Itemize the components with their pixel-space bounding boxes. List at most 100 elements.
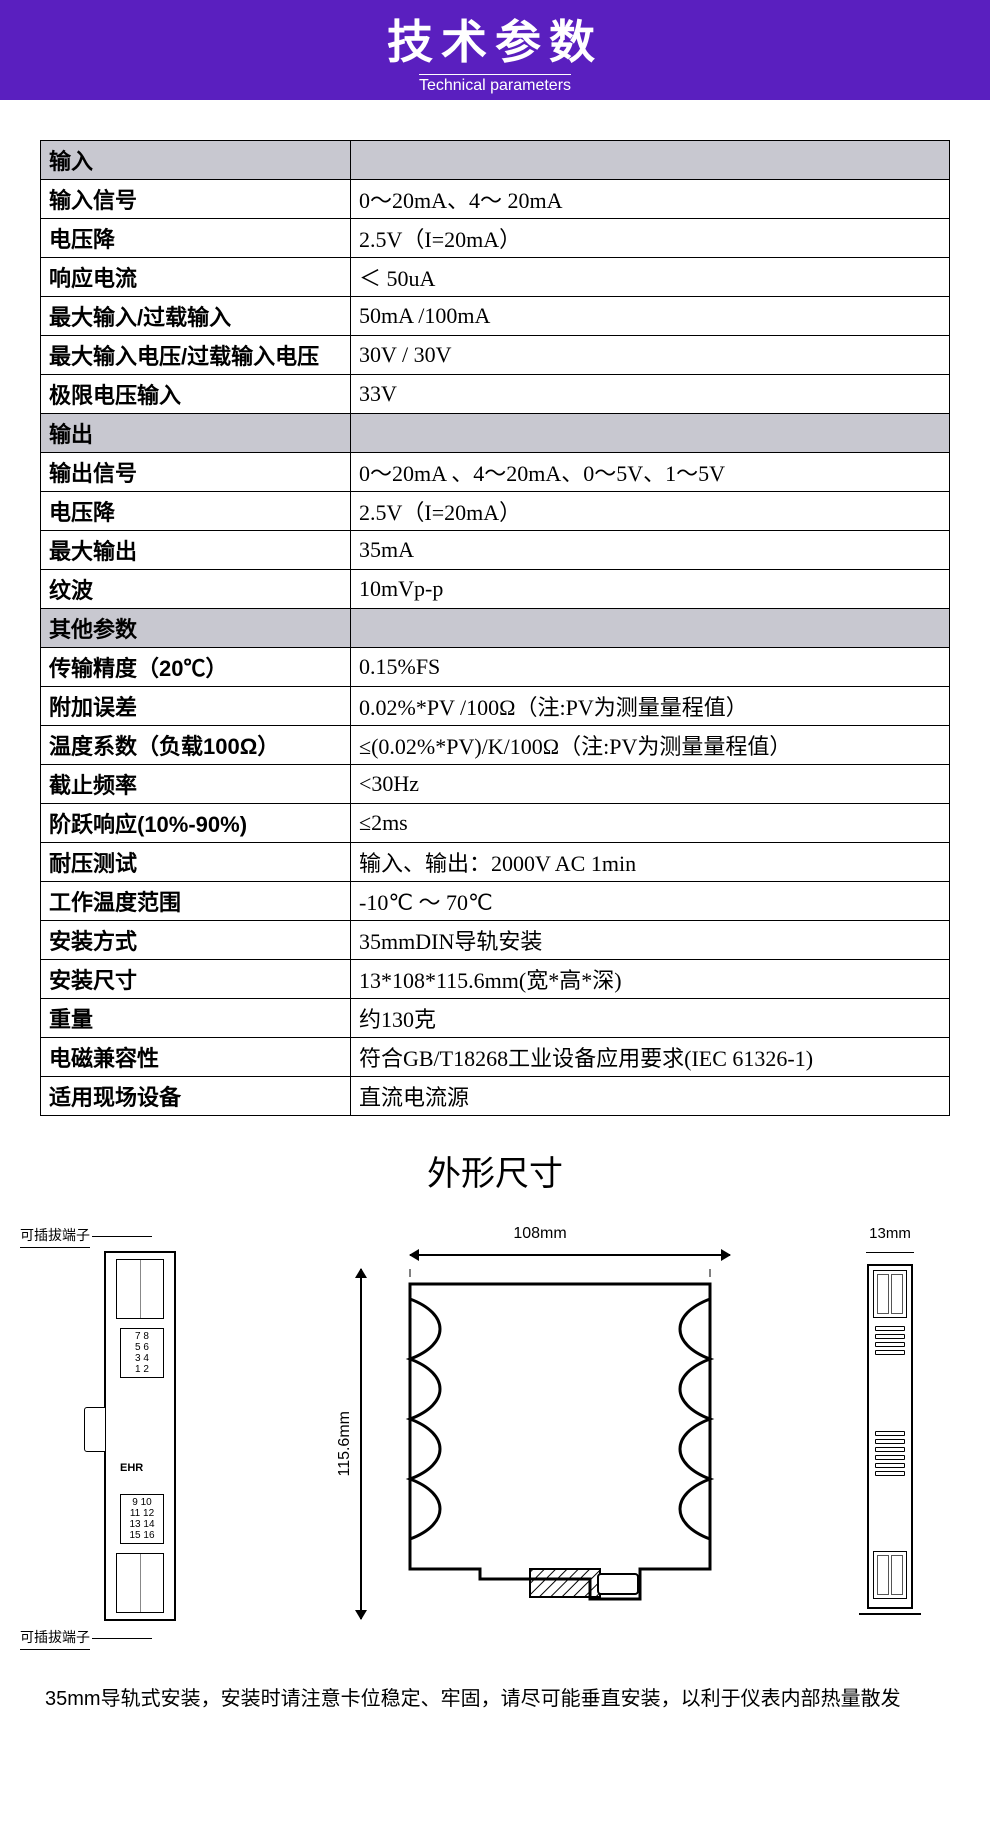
thin-vents-lower xyxy=(875,1431,905,1476)
table-value-cell: -10℃ ～ 70℃ xyxy=(351,882,950,921)
thin-vents-upper xyxy=(875,1326,905,1355)
table-label-cell: 温度系数（负载100Ω） xyxy=(41,726,351,765)
table-label-cell: 响应电流 xyxy=(41,258,351,297)
section-heading-empty-cell xyxy=(351,141,950,180)
table-value-cell: 0.15%FS xyxy=(351,648,950,687)
header-title-cn: 技术参数 xyxy=(387,6,603,72)
table-value-cell: 输入、输出：2000V AC 1min xyxy=(351,843,950,882)
table-value-cell: ＜ 50uA xyxy=(351,258,950,297)
connector-label-bottom: 可插拔端子 xyxy=(20,1627,90,1650)
diagram-thin-view: 13mm xyxy=(820,1225,960,1609)
table-row: 输入信号0～20mA、4～ 20mA xyxy=(41,180,950,219)
dimensions-title: 外形尺寸 xyxy=(0,1146,990,1195)
spec-table: 输入输入信号0～20mA、4～ 20mA电压降2.5V（I=20mA）响应电流＜… xyxy=(40,140,950,1116)
thin-foot-icon xyxy=(859,1607,921,1615)
table-label-cell: 阶跃响应(10%-90%) xyxy=(41,804,351,843)
table-label-cell: 极限电压输入 xyxy=(41,375,351,414)
table-row: 最大输出35mA xyxy=(41,531,950,570)
table-value-cell: 13*108*115.6mm(宽*高*深) xyxy=(351,960,950,999)
table-row: 工作温度范围-10℃ ～ 70℃ xyxy=(41,882,950,921)
width-dimension-label: 108mm xyxy=(310,1225,770,1243)
table-value-cell: ≤2ms xyxy=(351,804,950,843)
table-row: 截止频率<30Hz xyxy=(41,765,950,804)
height-dimension-box: 115.6mm xyxy=(310,1269,380,1619)
thin-module-body xyxy=(867,1264,913,1609)
table-row: 电压降2.5V（I=20mA） xyxy=(41,219,950,258)
table-value-cell: 约130克 xyxy=(351,999,950,1038)
section-heading-cell: 其他参数 xyxy=(41,609,351,648)
table-label-cell: 安装尺寸 xyxy=(41,960,351,999)
table-value-cell: 35mmDIN导轨安装 xyxy=(351,921,950,960)
table-row: 响应电流＜ 50uA xyxy=(41,258,950,297)
table-row: 极限电压输入33V xyxy=(41,375,950,414)
connector-label-top: 可插拔端子 xyxy=(20,1225,90,1248)
leader-line-icon xyxy=(92,1638,152,1639)
table-label-cell: 电压降 xyxy=(41,492,351,531)
table-row: 最大输入电压/过载输入电压30V / 30V xyxy=(41,336,950,375)
thin-bottom-connector xyxy=(873,1551,907,1599)
table-row: 输出信号0～20mA 、4～20mA、0～5V、1～5V xyxy=(41,453,950,492)
front-module-body: 7 85 63 41 2 EHR 9 1011 1213 1415 16 xyxy=(104,1251,176,1621)
width-dimension-arrow xyxy=(410,1247,730,1263)
table-value-cell: 2.5V（I=20mA） xyxy=(351,492,950,531)
table-value-cell: 符合GB/T18268工业设备应用要求(IEC 61326-1) xyxy=(351,1038,950,1077)
table-value-cell: 50mA /100mA xyxy=(351,297,950,336)
table-row: 传输精度（20℃）0.15%FS xyxy=(41,648,950,687)
table-label-cell: 输入信号 xyxy=(41,180,351,219)
thin-dimension-label: 13mm xyxy=(820,1225,960,1242)
top-connector xyxy=(116,1259,164,1319)
table-row: 重量约130克 xyxy=(41,999,950,1038)
table-row: 纹波10mVp-p xyxy=(41,570,950,609)
diagram-front-view: 可插拔端子 7 85 63 41 2 EHR 9 1011 1213 1415 … xyxy=(20,1225,260,1653)
table-label-cell: 耐压测试 xyxy=(41,843,351,882)
table-label-cell: 传输精度（20℃） xyxy=(41,648,351,687)
table-value-cell: 35mA xyxy=(351,531,950,570)
table-row: 电磁兼容性符合GB/T18268工业设备应用要求(IEC 61326-1) xyxy=(41,1038,950,1077)
table-row: 耐压测试输入、输出：2000V AC 1min xyxy=(41,843,950,882)
table-label-cell: 电磁兼容性 xyxy=(41,1038,351,1077)
section-heading-empty-cell xyxy=(351,414,950,453)
leader-line-icon xyxy=(92,1236,152,1237)
height-dimension-label: 115.6mm xyxy=(336,1411,354,1477)
table-label-cell: 适用现场设备 xyxy=(41,1077,351,1116)
table-section-heading: 其他参数 xyxy=(41,609,950,648)
side-clip-icon xyxy=(84,1407,106,1452)
pin-block-top: 7 85 63 41 2 xyxy=(120,1328,164,1378)
table-row: 安装尺寸13*108*115.6mm(宽*高*深) xyxy=(41,960,950,999)
table-row: 适用现场设备直流电流源 xyxy=(41,1077,950,1116)
table-label-cell: 重量 xyxy=(41,999,351,1038)
table-row: 阶跃响应(10%-90%)≤2ms xyxy=(41,804,950,843)
table-value-cell: 直流电流源 xyxy=(351,1077,950,1116)
table-value-cell: 2.5V（I=20mA） xyxy=(351,219,950,258)
install-note: 35mm导轨式安装，安装时请注意卡位稳定、牢固，请尽可能垂直安装，以利于仪表内部… xyxy=(0,1653,990,1745)
table-label-cell: 最大输出 xyxy=(41,531,351,570)
table-value-cell: <30Hz xyxy=(351,765,950,804)
table-label-cell: 工作温度范围 xyxy=(41,882,351,921)
table-label-cell: 最大输入电压/过载输入电压 xyxy=(41,336,351,375)
thin-top-connector xyxy=(873,1270,907,1318)
table-row: 最大输入/过载输入50mA /100mA xyxy=(41,297,950,336)
table-value-cell: 33V xyxy=(351,375,950,414)
bottom-connector xyxy=(116,1553,164,1613)
table-label-cell: 输出信号 xyxy=(41,453,351,492)
side-profile-svg xyxy=(380,1269,740,1619)
header-banner: 技术参数 Technical parameters xyxy=(0,0,990,100)
table-label-cell: 截止频率 xyxy=(41,765,351,804)
section-heading-cell: 输出 xyxy=(41,414,351,453)
header-title-en: Technical parameters xyxy=(419,74,571,95)
brand-label: EHR xyxy=(120,1462,143,1474)
table-section-heading: 输出 xyxy=(41,414,950,453)
table-label-cell: 最大输入/过载输入 xyxy=(41,297,351,336)
table-row: 安装方式35mmDIN导轨安装 xyxy=(41,921,950,960)
table-value-cell: 0.02%*PV /100Ω（注:PV为测量量程值） xyxy=(351,687,950,726)
thin-dimension-line xyxy=(866,1246,914,1260)
diagram-row: 可插拔端子 7 85 63 41 2 EHR 9 1011 1213 1415 … xyxy=(0,1225,990,1653)
table-section-heading: 输入 xyxy=(41,141,950,180)
diagram-side-view: 108mm 115.6mm xyxy=(310,1225,770,1619)
pin-block-bottom: 9 1011 1213 1415 16 xyxy=(120,1494,164,1544)
height-dimension-arrow xyxy=(360,1269,362,1619)
table-row: 温度系数（负载100Ω）≤(0.02%*PV)/K/100Ω（注:PV为测量量程… xyxy=(41,726,950,765)
table-row: 电压降2.5V（I=20mA） xyxy=(41,492,950,531)
table-row: 附加误差0.02%*PV /100Ω（注:PV为测量量程值） xyxy=(41,687,950,726)
table-label-cell: 安装方式 xyxy=(41,921,351,960)
